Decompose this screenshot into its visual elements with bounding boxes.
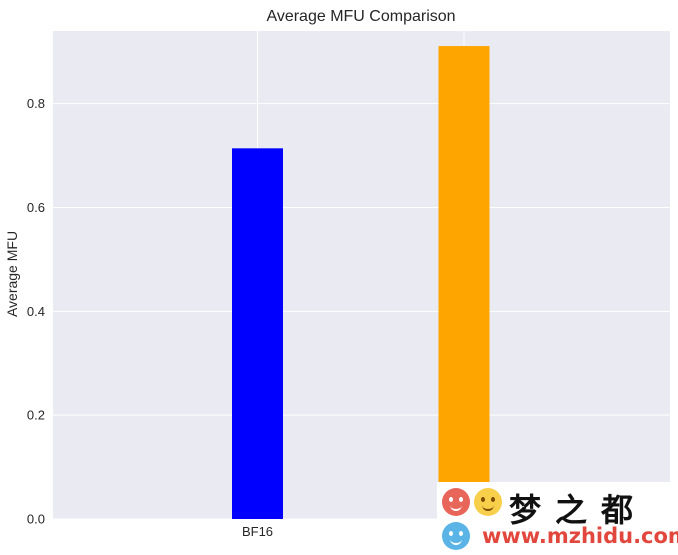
red-smiley-icon: [442, 488, 470, 516]
x-tick-labels: BF16: [242, 524, 273, 539]
watermark-chinese-text: 梦之都: [509, 491, 648, 529]
bar-bf16: [232, 148, 283, 520]
x-tick-label: BF16: [242, 524, 273, 539]
y-tick-label: 0.2: [27, 408, 45, 423]
yellow-smiley-icon: [474, 488, 502, 516]
y-tick-label: 0.8: [27, 96, 45, 111]
watermark-url: www.mzhidu.com: [482, 524, 678, 548]
plot-area: [53, 31, 670, 519]
y-tick-labels: 0.0 0.2 0.4 0.6 0.8: [27, 96, 45, 526]
bar-series-2: [438, 46, 490, 519]
chart-title: Average MFU Comparison: [266, 8, 455, 25]
y-axis-title: Average MFU: [4, 231, 20, 317]
y-tick-label: 0.0: [27, 512, 45, 527]
y-tick-label: 0.4: [27, 304, 45, 319]
bars: [232, 46, 490, 520]
y-tick-label: 0.6: [27, 200, 45, 215]
blue-smiley-icon: [442, 522, 470, 550]
watermark: 梦之都 www.mzhidu.com: [437, 482, 678, 555]
